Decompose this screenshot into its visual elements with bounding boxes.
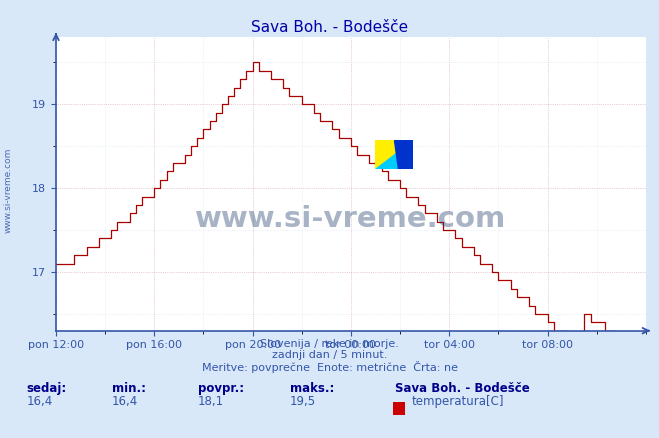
Text: 18,1: 18,1 [198,395,224,408]
Text: Meritve: povprečne  Enote: metrične  Črta: ne: Meritve: povprečne Enote: metrične Črta:… [202,361,457,373]
Text: Sava Boh. - Bodešče: Sava Boh. - Bodešče [251,20,408,35]
Polygon shape [374,140,413,169]
Text: min.:: min.: [112,382,146,395]
Text: maks.:: maks.: [290,382,334,395]
Text: zadnji dan / 5 minut.: zadnji dan / 5 minut. [272,350,387,360]
Text: www.si-vreme.com: www.si-vreme.com [3,148,13,233]
Polygon shape [374,140,413,169]
Text: Sava Boh. - Bodešče: Sava Boh. - Bodešče [395,382,530,395]
Text: temperatura[C]: temperatura[C] [412,395,504,408]
Text: povpr.:: povpr.: [198,382,244,395]
Text: 16,4: 16,4 [112,395,138,408]
Text: www.si-vreme.com: www.si-vreme.com [195,205,507,233]
Polygon shape [393,140,413,169]
Text: Slovenija / reke in morje.: Slovenija / reke in morje. [260,339,399,350]
Text: sedaj:: sedaj: [26,382,67,395]
Text: 16,4: 16,4 [26,395,53,408]
Text: 19,5: 19,5 [290,395,316,408]
